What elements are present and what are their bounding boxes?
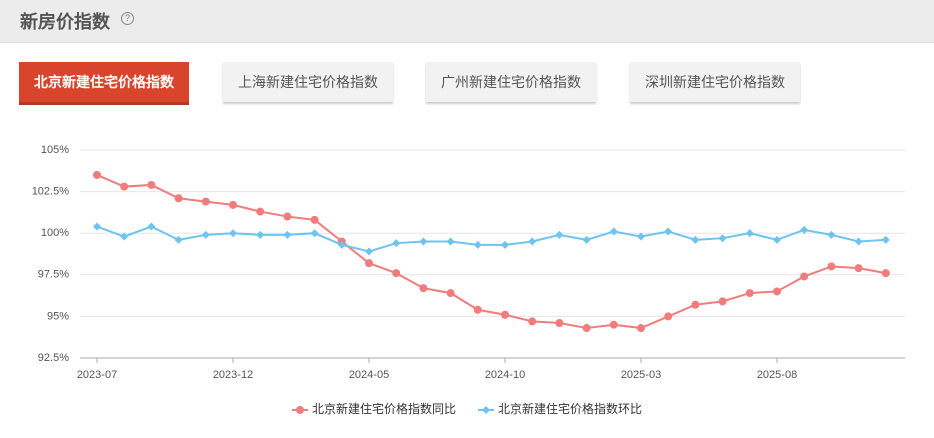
- point: [446, 289, 455, 298]
- tab[interactable]: 北京新建住宅价格指数: [19, 62, 189, 102]
- point: [528, 237, 537, 246]
- y-tick-label: 92.5%: [38, 352, 69, 364]
- point: [365, 247, 373, 256]
- x-tick-label: 2023-07: [77, 369, 117, 381]
- point: [827, 262, 836, 271]
- tab[interactable]: 上海新建住宅价格指数: [223, 62, 393, 102]
- tab[interactable]: 广州新建住宅价格指数: [426, 62, 596, 102]
- point: [256, 230, 265, 239]
- y-tick-label: 97.5%: [38, 269, 69, 281]
- y-tick-label: 95%: [47, 310, 69, 322]
- point: [854, 237, 863, 246]
- point: [419, 237, 428, 246]
- point: [310, 229, 319, 238]
- point: [256, 207, 265, 216]
- point: [229, 200, 237, 209]
- header-title: 新房价指数: [20, 12, 110, 32]
- point: [691, 300, 700, 309]
- y-tick-label: 100%: [41, 227, 69, 239]
- point: [582, 235, 591, 244]
- point: [609, 320, 618, 329]
- point: [93, 170, 101, 179]
- point: [147, 222, 156, 231]
- point: [473, 305, 482, 314]
- legend-label: 北京新建住宅价格指数环比: [498, 401, 642, 416]
- point: [555, 230, 564, 239]
- point: [473, 240, 482, 249]
- point: [147, 180, 156, 189]
- point: [773, 235, 781, 244]
- point: [283, 212, 292, 221]
- point: [283, 230, 292, 239]
- point: [609, 227, 618, 236]
- y-tick-label: 102.5%: [32, 186, 70, 198]
- legend-label: 北京新建住宅价格指数同比: [312, 401, 456, 416]
- point: [229, 229, 237, 238]
- point: [120, 232, 129, 241]
- point: [174, 194, 183, 203]
- point: [337, 240, 346, 249]
- tab[interactable]: 深圳新建住宅价格指数: [630, 62, 800, 102]
- point: [637, 232, 645, 241]
- point: [800, 225, 809, 234]
- point: [365, 259, 373, 268]
- point: [419, 284, 428, 293]
- legend-marker: [296, 406, 304, 414]
- point: [637, 324, 645, 333]
- point: [93, 222, 101, 231]
- point: [827, 230, 836, 239]
- point: [201, 230, 210, 239]
- point: [718, 234, 727, 243]
- x-tick-label: 2025-03: [621, 369, 661, 381]
- point: [501, 240, 509, 249]
- point: [174, 235, 183, 244]
- point: [528, 317, 537, 326]
- point: [446, 237, 455, 246]
- point: [881, 235, 890, 244]
- point: [881, 269, 890, 278]
- point: [664, 312, 673, 321]
- x-tick-label: 2025-08: [757, 369, 797, 381]
- x-tick-label: 2024-05: [349, 369, 389, 381]
- point: [691, 235, 700, 244]
- legend-marker: [482, 406, 490, 414]
- point: [745, 229, 754, 238]
- point: [773, 287, 781, 296]
- point: [555, 319, 564, 328]
- point: [392, 269, 401, 278]
- point: [664, 227, 673, 236]
- series-line: [96, 225, 886, 253]
- series-line: [96, 174, 886, 330]
- point: [582, 324, 591, 333]
- point: [745, 289, 754, 298]
- point: [800, 272, 809, 281]
- help-icon[interactable]: ?: [121, 12, 134, 25]
- point: [310, 215, 319, 224]
- header: 新房价指数 ?: [0, 0, 934, 43]
- x-tick-label: 2024-10: [485, 369, 525, 381]
- point: [854, 264, 863, 273]
- point: [120, 182, 129, 191]
- point: [501, 310, 509, 319]
- y-tick-label: 105%: [41, 144, 69, 156]
- point: [201, 197, 210, 206]
- point: [392, 239, 401, 248]
- x-tick-label: 2023-12: [213, 369, 253, 381]
- point: [718, 297, 727, 306]
